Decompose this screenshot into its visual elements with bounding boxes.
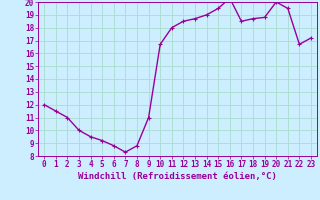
X-axis label: Windchill (Refroidissement éolien,°C): Windchill (Refroidissement éolien,°C) — [78, 172, 277, 181]
